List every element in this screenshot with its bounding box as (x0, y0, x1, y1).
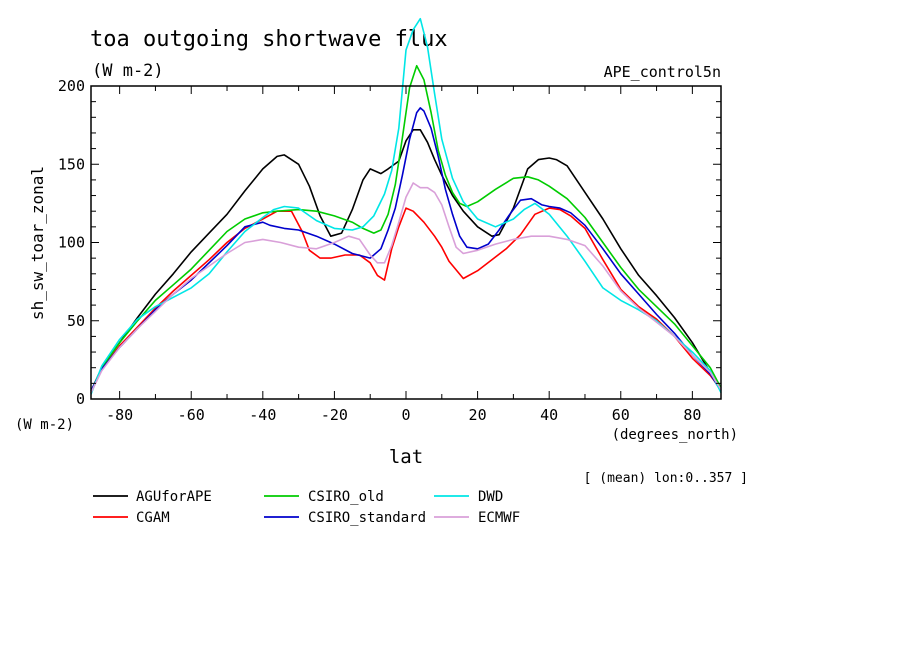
series-line-aguforape (90, 129, 722, 392)
chart-title: toa outgoing shortwave flux (90, 27, 448, 52)
x-axis-label: lat (389, 446, 423, 468)
legend-label: CSIRO_old (308, 489, 384, 505)
plot-area: -80 -60 -40 -20 0 20 40 60 80 0 50 100 150 200 (58, 17, 722, 424)
series-line-ecmwf (90, 182, 722, 394)
x-tick-label: -80 (106, 406, 133, 424)
chart-units: (W m-2) (92, 61, 164, 81)
y-axis-label: sh_sw_toar_zonal (28, 166, 47, 320)
x-tick-label: 40 (540, 406, 558, 424)
x-axis-units: (degrees_north) (612, 427, 738, 443)
series-line-csiro-old (90, 64, 722, 394)
series-group (90, 17, 722, 395)
y-tick-label: 100 (58, 234, 85, 252)
x-tick-label: -20 (321, 406, 348, 424)
x-tick-label: 20 (469, 406, 487, 424)
x-tick-label: -40 (249, 406, 276, 424)
legend-label: CSIRO_standard (308, 510, 426, 526)
y-axis-units: (W m-2) (15, 417, 74, 433)
legend: AGUforAPE CGAM CSIRO_old CSIRO_standard DWD E… (93, 489, 520, 526)
experiment-label: APE_control5n (604, 63, 721, 81)
x-tick-label: -60 (178, 406, 205, 424)
plot-frame (90, 85, 722, 400)
y-tick-label: 150 (58, 155, 85, 173)
series-line-csiro-standard (90, 107, 722, 392)
legend-label: DWD (478, 489, 503, 505)
y-tick-label: 50 (67, 312, 85, 330)
series-line-cgam (90, 207, 722, 394)
y-tick-label: 200 (58, 77, 85, 95)
legend-label: CGAM (136, 510, 170, 526)
x-tick-label: 60 (612, 406, 630, 424)
legend-label: ECMWF (478, 510, 520, 526)
legend-label: AGUforAPE (136, 489, 212, 505)
y-tick-label: 0 (76, 390, 85, 408)
x-tick-label: 0 (401, 406, 410, 424)
series-line-dwd (90, 17, 722, 395)
footnote: [ (mean) lon:0..357 ] (584, 471, 748, 486)
x-tick-label: 80 (683, 406, 701, 424)
